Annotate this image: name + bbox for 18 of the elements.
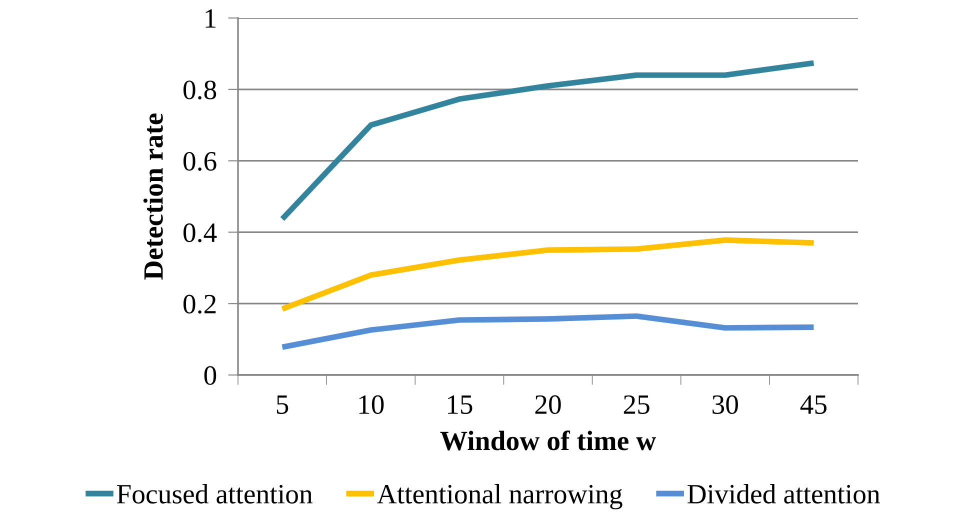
legend-label: Attentional narrowing <box>377 484 622 510</box>
x-axis-title: Window of time w <box>440 430 656 450</box>
x-tick-label: 15 <box>448 395 472 414</box>
x-tick-label: 20 <box>535 395 561 414</box>
x-tick-label: 30 <box>712 395 738 414</box>
x-tick-label: 45 <box>800 395 827 414</box>
y-tick-label: 0.6 <box>184 152 216 171</box>
x-tick-label: 10 <box>359 395 384 414</box>
legend-label: Divided attention <box>688 484 880 504</box>
y-tick-label: 1 <box>206 9 216 28</box>
x-tick-label: 25 <box>624 395 650 414</box>
y-axis-title: Detection rate <box>143 114 163 280</box>
y-tick-label: 0.2 <box>184 294 216 314</box>
y-tick-label: 0.4 <box>184 223 217 242</box>
x-tick-label: 5 <box>276 396 288 414</box>
y-tick-label: 0.8 <box>184 80 216 100</box>
y-tick-label: 0 <box>204 366 216 385</box>
legend-label: Focused attention <box>116 484 312 504</box>
